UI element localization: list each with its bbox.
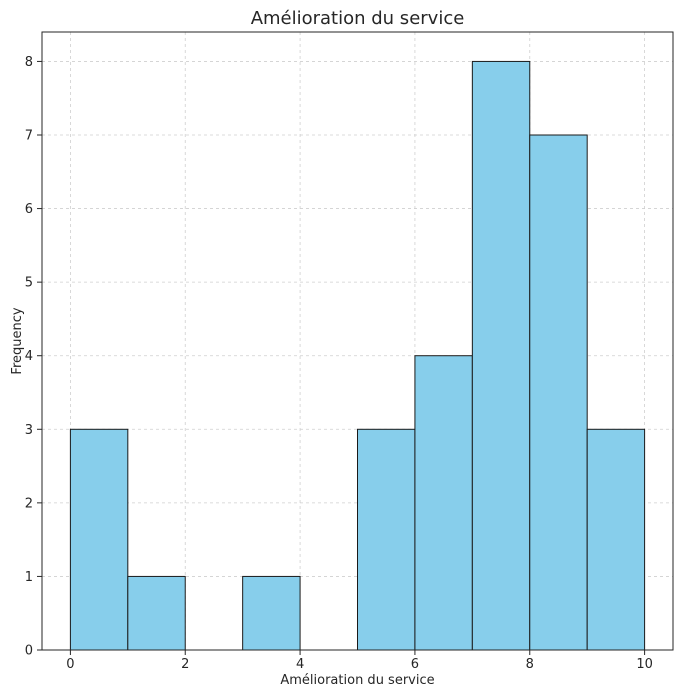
x-tick-label: 6 — [411, 657, 419, 672]
histogram-bar — [471, 60, 531, 651]
y-tick-label: 2 — [25, 496, 33, 511]
histogram-bar — [127, 575, 186, 651]
y-tick-label: 6 — [25, 202, 33, 217]
x-axis-title: Amélioration du service — [280, 673, 434, 686]
histogram-bar — [529, 134, 588, 651]
y-tick-label: 0 — [25, 644, 33, 659]
y-tick-label: 1 — [25, 570, 33, 585]
x-tick-label: 4 — [296, 657, 304, 672]
x-tick-label: 8 — [526, 657, 534, 672]
bars — [69, 60, 646, 651]
y-tick-label: 7 — [25, 129, 33, 144]
x-tick-label: 2 — [181, 657, 189, 672]
plot-frame — [41, 31, 674, 651]
y-tick-label: 5 — [25, 276, 33, 291]
ticks: 0 2 4 6 8 10 0 1 2 3 4 5 6 7 8 — [25, 55, 653, 672]
y-tick-label: 3 — [25, 423, 33, 438]
histogram-bar — [242, 575, 301, 651]
x-tick-label: 0 — [66, 657, 74, 672]
y-tick-label: 8 — [25, 55, 33, 70]
histogram-bar — [69, 428, 129, 651]
histogram-bar — [414, 355, 473, 651]
x-tick-label: 10 — [636, 657, 653, 672]
histogram-bar — [586, 428, 646, 651]
chart-title: Amélioration du service — [251, 8, 465, 29]
histogram-bar — [357, 428, 416, 651]
y-tick-label: 4 — [25, 349, 33, 364]
y-axis-title: Frequency — [10, 307, 25, 374]
